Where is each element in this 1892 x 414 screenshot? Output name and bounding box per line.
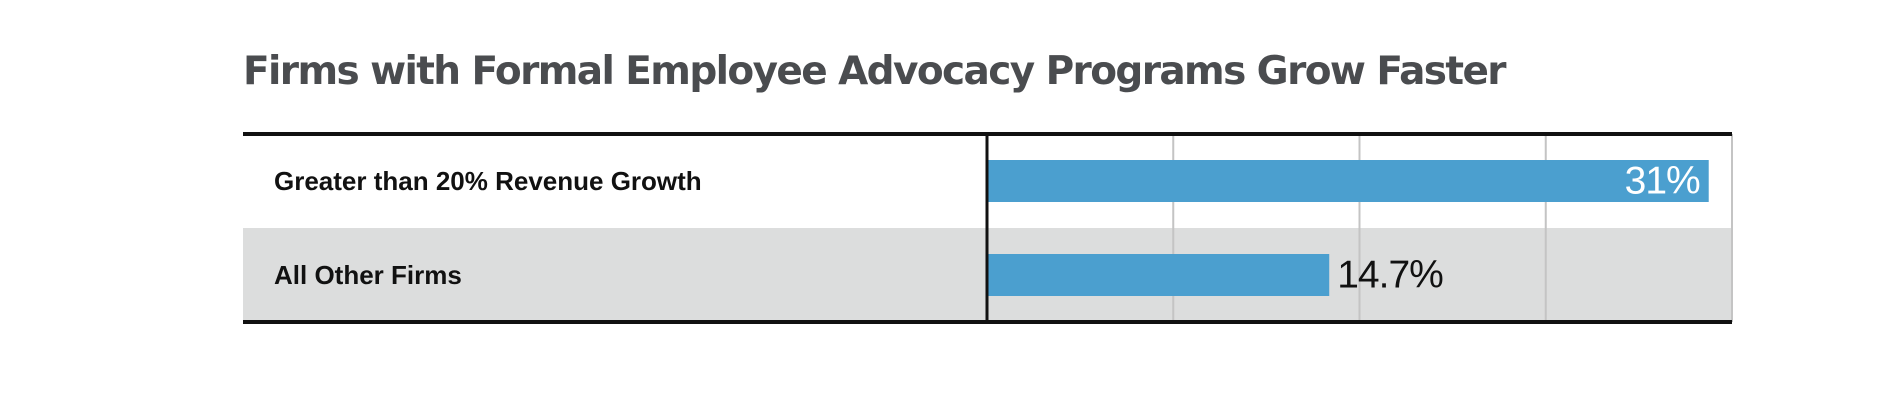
bar [987, 254, 1330, 296]
bars [987, 160, 1709, 296]
category-label: All Other Firms [274, 260, 462, 290]
chart-title: Firms with Formal Employee Advocacy Prog… [243, 49, 1507, 94]
category-labels: Greater than 20% Revenue Growth All Other… [274, 166, 702, 290]
bar [987, 160, 1709, 202]
data-label: 14.7% [1337, 254, 1443, 297]
data-labels: 31% 14.7% [1337, 160, 1701, 297]
category-label: Greater than 20% Revenue Growth [274, 166, 702, 196]
rules [243, 132, 1732, 324]
data-label: 31% [1625, 160, 1700, 203]
